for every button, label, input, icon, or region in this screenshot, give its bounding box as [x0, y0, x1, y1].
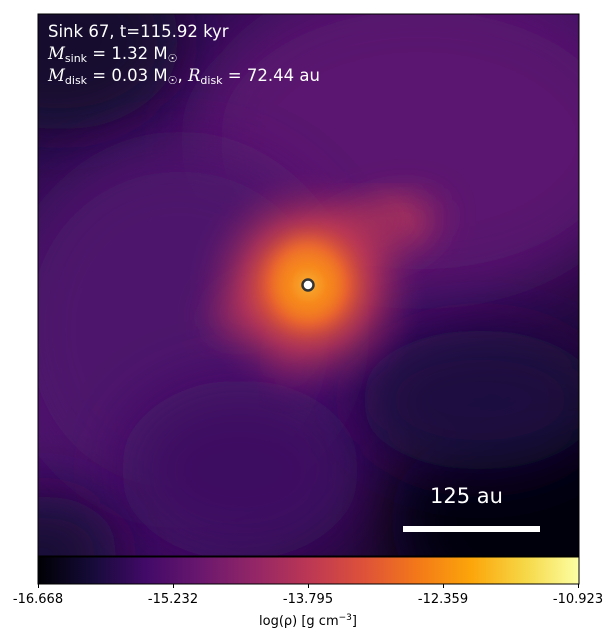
disk-properties: Mdisk = 0.03 M☉, Rdisk = 72.44 au: [48, 66, 320, 87]
scale-bar: [403, 526, 540, 532]
colorbar-tick-label: -13.795: [282, 592, 334, 607]
sink-marker: [301, 278, 315, 292]
panel-frame: [37, 13, 580, 557]
scale-bar-label: 125 au: [430, 484, 503, 508]
colorbar-tick-label: -10.923: [552, 592, 604, 607]
colorbar: [37, 556, 580, 585]
density-map: [38, 14, 579, 556]
colorbar-tick-label: -12.359: [417, 592, 469, 607]
sink-title: Sink 67, t=115.92 kyr: [48, 22, 229, 41]
colorbar-tick-label: -15.232: [147, 592, 199, 607]
colorbar-label: log(ρ) [g cm−3]: [259, 613, 357, 629]
sink-mass: Msink = 1.32 M☉: [48, 44, 178, 65]
colorbar-ticks: [38, 584, 579, 588]
colorbar-tick-label: -16.668: [12, 592, 64, 607]
